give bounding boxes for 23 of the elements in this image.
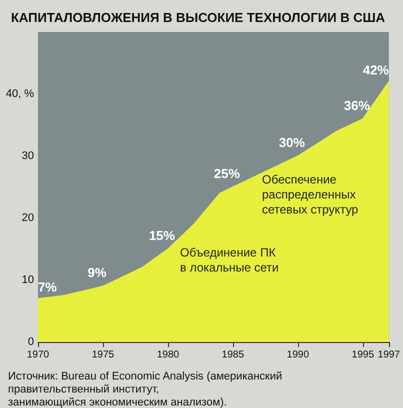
data-label: 15% <box>148 228 176 243</box>
data-label: 36% <box>344 98 370 113</box>
x-tick-label: 1990 <box>286 350 310 360</box>
text: Источник: Bureau of Economic Analysis (американский правительственный институт, занимающийся экономическим анализом). <box>8 370 286 408</box>
y-tick-label: 40, % <box>6 88 34 100</box>
y-tick-label: 10 <box>22 274 34 286</box>
x-tick-label: 1985 <box>222 350 244 360</box>
data-label: 25% <box>214 166 240 181</box>
chart-title: КАПИТАЛОВЛОЖЕНИЯ В ВЫСОКИЕ ТЕХНОЛОГИИ В США <box>11 10 386 25</box>
y-tick-label: 30 <box>22 150 34 162</box>
y-tick-label: 20 <box>22 212 34 224</box>
x-tick-label: 1997 <box>378 350 400 360</box>
x-tick-label: 1995 <box>352 350 374 360</box>
x-tick-label: 1975 <box>92 350 115 360</box>
annotation: Обеспечение распределенных сетевых структур <box>262 172 359 216</box>
data-label: 42% <box>362 62 390 78</box>
annotation: Объединение ПК в локальные сети <box>180 246 279 274</box>
data-label: 9% <box>88 265 107 280</box>
y-tick-label: 0 <box>28 336 34 348</box>
data-label: 7% <box>38 280 58 295</box>
x-tick-label: 1970 <box>26 350 50 360</box>
x-tick-label: 1980 <box>156 350 180 360</box>
data-label: 30% <box>278 135 306 150</box>
